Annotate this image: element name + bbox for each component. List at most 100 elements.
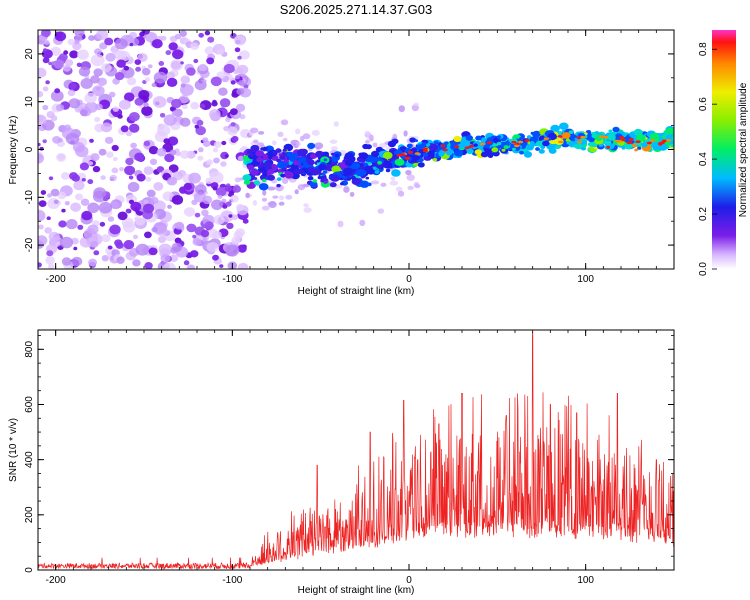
spectrogram-signal-blob (246, 150, 252, 155)
snr-ytick-label: 800 (24, 341, 35, 358)
spectrogram-noise-blob (221, 140, 227, 146)
spectrogram-noise-blob (108, 91, 116, 98)
spectrogram-noise-blob (75, 193, 83, 201)
spectrogram-noise-blob (230, 108, 238, 116)
spectrogram-noise-blob (74, 34, 83, 43)
spectrogram-noise-blob (295, 141, 301, 146)
spectrogram-signal-blob (343, 167, 353, 175)
spectrogram-noise-blob (157, 124, 171, 136)
colorbar: 0.0 0.2 0.4 0.6 0.8 Normalized spectral ampl… (698, 30, 749, 276)
spectrogram-noise-blob (87, 224, 99, 235)
spectrogram-noise-blob (182, 104, 188, 110)
spectrogram-noise-blob (236, 203, 245, 212)
spectrogram-noise-blob (46, 216, 51, 220)
spectrogram-noise-blob (225, 244, 240, 257)
spectrogram-signal-blob (256, 157, 264, 163)
spectrogram-noise-blob (211, 199, 223, 211)
spectrogram-noise-blob (144, 231, 152, 239)
spectrogram-noise-blob (94, 48, 102, 55)
spectrogram-noise-blob (38, 67, 47, 78)
spectrogram-noise-blob (74, 30, 85, 37)
spectrogram-noise-blob (222, 204, 228, 209)
spectrogram-signal-blob (262, 172, 268, 177)
spectrogram-noise-blob (89, 138, 94, 143)
spectrogram-signal-blob (491, 147, 499, 153)
spectrogram-noise-blob (63, 124, 72, 131)
spectrogram-noise-blob (202, 140, 211, 147)
spectrogram-noise-blob (98, 201, 113, 214)
spectrogram-noise-blob (224, 185, 233, 192)
spectrogram-signal-blob (359, 152, 369, 160)
spectrogram-noise-blob (77, 224, 84, 230)
spectrogram-noise-blob (141, 67, 151, 76)
spectrogram-noise-blob (145, 176, 152, 182)
spectrogram-peak-blob (603, 135, 609, 139)
spectrogram-noise-blob (156, 166, 165, 173)
spectrogram-noise-blob (160, 35, 167, 41)
spectrogram-noise-blob (148, 146, 159, 155)
spectrogram-signal-blob (293, 168, 302, 175)
spectrogram-noise-blob (125, 130, 132, 137)
spectrogram-noise-blob (219, 264, 224, 268)
spectrogram-noise-blob (43, 48, 48, 52)
spectrogram-noise-blob (186, 223, 197, 233)
spectrogram-noise-blob (117, 211, 128, 221)
spectrogram-noise-blob (44, 227, 52, 234)
spectrogram-noise-blob (277, 131, 284, 137)
snr-axes: -200 -100 0 100 0 200 400 600 800 (24, 330, 675, 586)
spectrogram-peak-blob (580, 135, 586, 139)
spectrogram-noise-blob (107, 245, 113, 250)
snr-xtick-label: 100 (577, 575, 594, 586)
spectrogram-noise-blob (169, 254, 179, 262)
spectrogram-signal-blob (299, 170, 305, 174)
spectrogram-peak-blob (666, 139, 672, 142)
spectrogram-signal-blob (457, 143, 464, 150)
spectrogram-noise-blob (63, 50, 69, 55)
spectrogram-noise-blob (207, 36, 215, 43)
spectrogram-noise-blob (76, 62, 82, 67)
spectrogram-noise-blob (233, 69, 239, 75)
spectrogram-noise-blob (195, 184, 207, 195)
spectrogram-signal-blob (628, 137, 634, 142)
spectrogram-noise-blob (42, 104, 49, 111)
spectrogram-noise-blob (130, 142, 138, 149)
spectrogram-noise-blob (212, 231, 222, 239)
spectrogram-signal-blob (282, 148, 287, 152)
spectrogram-signal-blob (636, 134, 646, 142)
spectrogram-peak-blob (659, 141, 665, 144)
spectrogram-noise-blob (99, 42, 108, 50)
spectrogram-noise-blob (252, 200, 257, 206)
spectrogram-noise-blob (54, 88, 61, 94)
spectrogram-noise-blob (349, 191, 355, 197)
spectrogram-noise-blob (80, 78, 93, 89)
spectrogram-signal-blob (279, 155, 286, 161)
spectrogram-noise-blob (234, 47, 241, 53)
spectrogram-noise-blob (69, 172, 78, 180)
spectrogram-noise-blob (79, 162, 89, 171)
spectrogram-noise-blob (138, 89, 150, 100)
spectrogram-signal-blob (323, 180, 328, 184)
spectrogram-noise-blob (186, 67, 196, 76)
spectrogram-noise-blob (42, 139, 47, 144)
spectrogram-noise-blob (261, 205, 270, 211)
spectrogram-xtick-label: -200 (46, 274, 66, 285)
spectrogram-signal-blob (633, 128, 643, 136)
spectrogram-noise-blob (256, 142, 265, 148)
spectrogram-noise-blob (278, 195, 285, 201)
colorbar-tick-label: 0.8 (698, 42, 709, 56)
spectrogram-signal-blob (383, 162, 392, 169)
spectrogram-noise-blob (180, 61, 184, 65)
spectrogram-noise-blob (395, 186, 403, 192)
spectrogram-signal-blob (607, 134, 616, 141)
spectrogram-noise-blob (188, 172, 201, 184)
snr-ytick-label: 200 (24, 506, 35, 523)
spectrogram-signal-blob (317, 176, 322, 180)
spectrogram-signal-blob (568, 141, 575, 147)
spectrogram-peak-blob (543, 137, 549, 140)
spectrogram-noise-blob (147, 64, 153, 69)
spectrogram-signal-blob (284, 171, 294, 179)
spectrogram-noise-blob (167, 176, 178, 186)
